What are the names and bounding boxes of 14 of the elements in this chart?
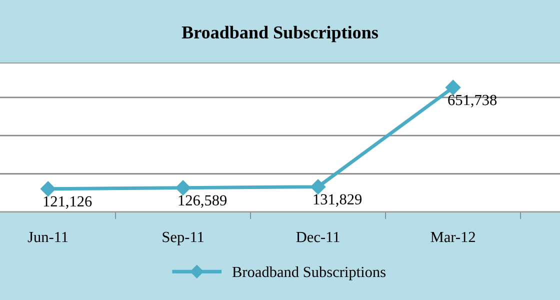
point	[40, 181, 56, 196]
data-label: 126,589	[178, 195, 227, 208]
legend-label: Broadband Subscriptions	[232, 266, 386, 280]
x-tick-label: Dec-11	[296, 232, 340, 242]
x-tick-label: Mar-12	[430, 232, 475, 242]
data-label: 121,126	[44, 196, 92, 209]
point	[445, 80, 461, 96]
point	[310, 179, 326, 194]
data-label: 131,829	[314, 194, 362, 207]
x-tick-label: Sep-11	[162, 232, 204, 246]
point	[175, 180, 191, 196]
x-tick-label: Jun-11	[28, 232, 68, 242]
data-label: 651,738	[448, 94, 497, 108]
chart-title: Broadband Subscriptions	[182, 26, 378, 42]
